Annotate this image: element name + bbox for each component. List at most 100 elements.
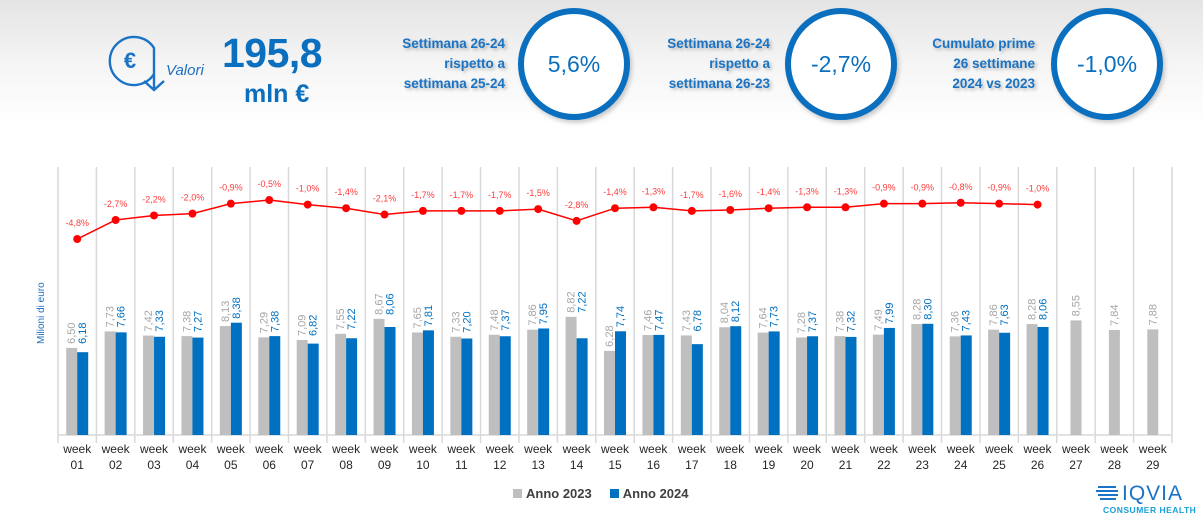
- bar-label-2024-11: 7,20: [461, 311, 473, 332]
- bar-2024-17: [691, 344, 703, 435]
- bar-label-2024-18: 8,12: [730, 301, 742, 322]
- bar-label-2023-5: 8,13: [220, 301, 232, 322]
- kpi-week-over-week-value: 5,6%: [518, 8, 630, 120]
- x-tick-label-week: week: [984, 442, 1014, 456]
- bar-2023-22: [872, 334, 884, 435]
- bar-label-2023-27: 8,55: [1070, 295, 1082, 316]
- variation-label-19: -1,4%: [757, 187, 781, 197]
- bar-label-2023-25: 7,86: [988, 304, 1000, 325]
- variation-point-6: [265, 196, 274, 205]
- bar-2024-12: [499, 336, 511, 435]
- kpi-label-line: 26 settimane: [953, 56, 1035, 71]
- variation-label-12: -1,7%: [488, 190, 512, 200]
- x-tick-label-number: 14: [570, 458, 584, 470]
- bar-label-2024-15: 7,74: [615, 306, 627, 327]
- kpi-year-over-year-value: -2,7%: [785, 8, 897, 120]
- x-tick-label-number: 04: [186, 458, 200, 470]
- bar-2023-21: [834, 336, 846, 435]
- bar-2023-19: [757, 332, 769, 435]
- bar-2024-11: [461, 338, 473, 435]
- bar-2023-6: [258, 337, 270, 435]
- variation-label-23: -0,9%: [911, 183, 935, 193]
- legend-swatch-2023: [513, 489, 522, 498]
- bar-label-2024-23: 8,30: [922, 298, 934, 319]
- bar-2023-26: [1026, 324, 1038, 435]
- bar-2024-24: [960, 335, 972, 435]
- variation-point-12: [495, 206, 504, 215]
- bar-2024-16: [653, 334, 665, 435]
- bar-2023-25: [988, 329, 1000, 435]
- kpi-label-line: settimana 25-24: [403, 76, 505, 91]
- bar-label-2023-3: 7,42: [143, 310, 155, 331]
- bar-label-2023-11: 7,33: [450, 311, 462, 332]
- bar-2024-21: [845, 336, 857, 435]
- x-tick-label-number: 13: [531, 458, 545, 470]
- iqvia-logo-icon: [1096, 486, 1118, 500]
- bar-label-2023-12: 7,48: [489, 309, 501, 330]
- bar-label-2024-5: 8,38: [231, 297, 243, 318]
- bar-2024-22: [883, 327, 895, 435]
- variation-line: [76, 199, 1038, 240]
- bar-2023-27: [1070, 320, 1082, 435]
- variation-label-25: -0,9%: [987, 183, 1011, 193]
- variation-point-8: [342, 204, 351, 213]
- bar-2024-7: [307, 343, 319, 435]
- bar-2023-16: [642, 335, 654, 435]
- variation-point-22: [879, 199, 888, 208]
- bar-2023-29: [1147, 329, 1159, 435]
- x-tick-label-number: 05: [224, 458, 238, 470]
- x-tick-label-number: 06: [263, 458, 277, 470]
- x-tick-label-week: week: [1023, 442, 1053, 456]
- bar-label-2024-7: 6,82: [308, 315, 320, 336]
- variation-label-9: -2,1%: [373, 194, 397, 204]
- bar-2024-5: [230, 322, 242, 435]
- bar-2023-2: [104, 331, 116, 435]
- x-tick-label-number: 03: [147, 458, 161, 470]
- bar-label-2024-19: 7,73: [769, 306, 781, 327]
- x-tick-label-number: 12: [493, 458, 507, 470]
- x-tick-label-week: week: [523, 442, 553, 456]
- kpi-header: € Valori 195,8 mln € Settimana 26-24 ris…: [0, 0, 1203, 125]
- euro-arrow-down-icon: €: [108, 35, 165, 92]
- x-tick-label-week: week: [1099, 442, 1129, 456]
- variation-point-24: [956, 198, 965, 207]
- valori-label: Valori: [166, 62, 204, 79]
- variation-point-5: [226, 199, 235, 208]
- x-tick-label-week: week: [1138, 442, 1168, 456]
- y-axis-label: Milioni di euro: [36, 282, 47, 344]
- variation-point-7: [303, 200, 312, 209]
- variation-label-26: -1,0%: [1026, 184, 1050, 194]
- x-tick-label-number: 19: [762, 458, 776, 470]
- logo-wordmark: IQVIA: [1122, 482, 1184, 505]
- bar-label-2024-21: 7,32: [845, 311, 857, 332]
- bar-2023-3: [143, 335, 155, 435]
- x-tick-label-number: 24: [954, 458, 968, 470]
- variation-label-1: -4,8%: [65, 218, 89, 228]
- bar-label-2023-8: 7,55: [335, 308, 347, 329]
- bar-label-2023-13: 7,86: [527, 304, 539, 325]
- x-tick-label-number: 08: [339, 458, 353, 470]
- x-tick-label-number: 26: [1031, 458, 1045, 470]
- bar-label-2023-9: 8,67: [374, 293, 386, 314]
- kpi-label-line: Settimana 26-24: [667, 36, 770, 51]
- bar-label-2024-26: 8,06: [1038, 299, 1050, 320]
- bar-label-2024-8: 7,22: [346, 308, 358, 329]
- bar-label-2023-16: 7,46: [642, 310, 654, 331]
- variation-label-17: -1,7%: [680, 190, 704, 200]
- bar-2024-26: [1037, 326, 1049, 435]
- variation-label-15: -1,4%: [603, 187, 627, 197]
- bar-2023-1: [66, 347, 78, 435]
- variation-point-4: [188, 209, 197, 218]
- x-tick-label-week: week: [62, 442, 92, 456]
- x-tick-label-week: week: [562, 442, 592, 456]
- bar-label-2024-14: 7,22: [577, 291, 589, 312]
- x-tick-label-week: week: [293, 442, 323, 456]
- bar-label-2024-24: 7,43: [961, 310, 973, 331]
- bar-2024-3: [154, 336, 166, 435]
- x-tick-label-week: week: [946, 442, 976, 456]
- x-tick-label-number: 07: [301, 458, 315, 470]
- x-tick-label-number: 29: [1146, 458, 1160, 470]
- bar-2023-24: [949, 336, 961, 435]
- bar-2024-6: [269, 336, 281, 435]
- kpi-label-line: Cumulato prime: [932, 36, 1035, 51]
